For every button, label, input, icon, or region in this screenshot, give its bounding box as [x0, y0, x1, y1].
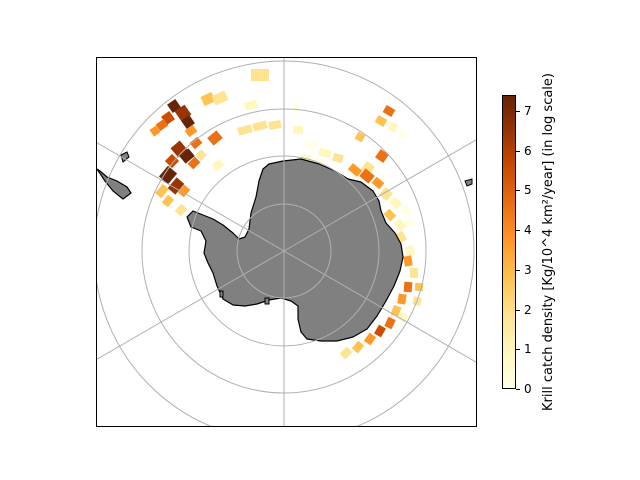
density-cell [189, 136, 203, 150]
colorbar-tick-mark [516, 389, 520, 390]
density-cell [397, 293, 407, 305]
density-cell [174, 203, 188, 217]
density-cell [167, 177, 185, 195]
density-cell [403, 216, 417, 230]
antarctica-landmass [186, 158, 404, 342]
density-cell [207, 130, 223, 146]
antarctic-map [97, 58, 476, 426]
island-small-1 [219, 290, 224, 298]
colorbar-tick-mark [516, 110, 520, 112]
land-masses [97, 151, 473, 342]
colorbar-tick-label: 7 [524, 103, 532, 118]
density-cell [359, 168, 375, 184]
density-cell [382, 105, 396, 117]
colorbar-tick-mark [516, 309, 520, 311]
density-cell [268, 120, 282, 130]
density-cell [409, 267, 419, 279]
meridian-e120 [283, 250, 476, 363]
density-cell [293, 102, 299, 114]
density-cell [404, 244, 416, 258]
density-cell [161, 194, 175, 208]
density-cell [399, 204, 413, 218]
density-cell [187, 156, 201, 170]
density-cell [374, 324, 386, 338]
colorbar-tick-label: 5 [524, 183, 532, 198]
density-cell [200, 91, 216, 107]
density-cell [195, 149, 207, 161]
colorbar-tick-label: 0 [524, 382, 532, 396]
density-cell [393, 218, 407, 232]
colorbar-tick-mark [516, 269, 520, 271]
south-america-tip [97, 168, 132, 200]
colorbar-tick-mark [516, 349, 520, 351]
colorbar-tick-label: 4 [524, 223, 532, 238]
density-cell [149, 125, 161, 137]
colorbar-tick-label: 3 [524, 262, 532, 277]
density-cell [293, 126, 303, 134]
density-cell [318, 147, 332, 159]
density-cell [403, 281, 413, 293]
colorbar-tick-label: 2 [524, 302, 532, 317]
meridian-w120 [97, 250, 285, 360]
density-cell [384, 316, 396, 330]
meridian-e60 [283, 139, 476, 252]
density-cell [339, 346, 353, 360]
colorbar-ticks: 0 1 2 3 4 5 6 7 [516, 95, 546, 396]
colorbar [502, 95, 516, 389]
density-cell [363, 332, 377, 346]
density-cell [397, 311, 409, 323]
density-cell [354, 131, 366, 143]
density-cell [244, 99, 258, 111]
density-cell [155, 118, 169, 132]
density-cell [375, 149, 389, 163]
density-cell [351, 340, 365, 354]
map-panel [96, 57, 477, 427]
density-cell [398, 129, 408, 139]
density-cell [252, 120, 268, 132]
density-cell [211, 158, 225, 172]
density-cell [387, 121, 399, 133]
density-cell [371, 176, 385, 190]
density-cell [155, 183, 169, 199]
density-cell [179, 148, 195, 164]
density-cell [164, 153, 180, 169]
density-cell [158, 165, 178, 185]
density-cell [251, 69, 269, 81]
density-cell [347, 163, 363, 177]
island-small-2 [264, 297, 270, 305]
density-cell [403, 255, 413, 267]
density-cell [184, 124, 198, 138]
density-cell [389, 196, 403, 210]
density-cell [332, 152, 344, 164]
colorbar-label: Krill catch density [Kg/10^4 km²/year] (… [541, 73, 556, 411]
meridian-w60 [97, 142, 285, 252]
density-cell [374, 115, 388, 127]
density-cell [237, 124, 253, 136]
density-cell [383, 208, 397, 222]
density-cell [211, 90, 229, 106]
island-east [464, 178, 473, 187]
falkland-islands [120, 151, 130, 163]
colorbar-tick-label: 1 [524, 342, 532, 357]
density-cell [181, 115, 195, 129]
krill-catch-cells [149, 69, 424, 360]
colorbar-tick-mark [516, 230, 520, 232]
colorbar-tick-mark [516, 150, 520, 152]
density-cell [167, 99, 181, 113]
graticule-lines [97, 58, 476, 426]
colorbar-tick-mark [516, 190, 520, 192]
density-cell [304, 140, 318, 150]
density-cell [177, 184, 191, 198]
density-cell [395, 230, 407, 244]
colorbar-tick-label: 6 [524, 143, 532, 158]
